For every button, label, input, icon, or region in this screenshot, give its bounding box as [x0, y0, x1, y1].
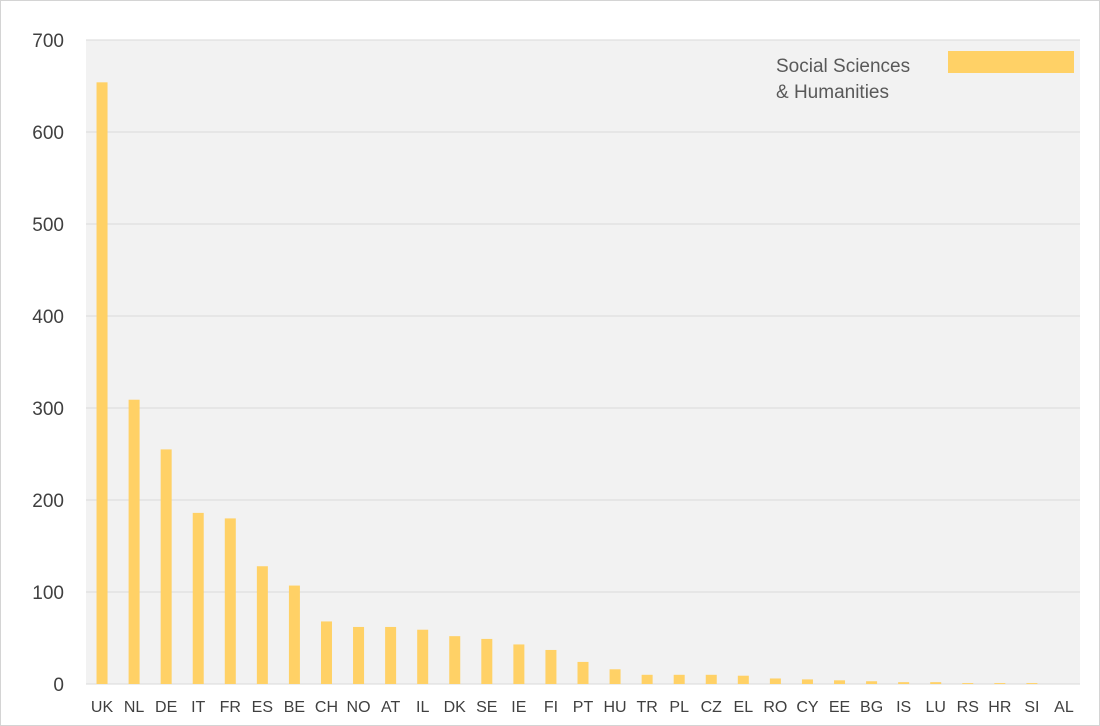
x-tick-label: HR: [988, 699, 1011, 716]
x-tick-label: EL: [734, 699, 754, 716]
x-tick-label: AT: [381, 699, 400, 716]
bar-fr: [224, 518, 236, 684]
y-tick-label: 300: [32, 399, 64, 420]
x-tick-label: CH: [315, 699, 338, 716]
bar-ee: [834, 680, 846, 684]
x-tick-label: EE: [829, 699, 850, 716]
x-tick-label: NO: [347, 699, 371, 716]
bar-hu: [609, 669, 621, 684]
bar-fi: [545, 649, 557, 684]
x-tick-label: CZ: [701, 699, 723, 716]
y-axis-ticks: 0 100 200 300 400 500 600 700: [32, 31, 64, 696]
bar-ie: [513, 644, 525, 684]
bar-cz: [705, 674, 717, 684]
bar-uk: [96, 82, 108, 684]
bar-es: [256, 566, 268, 684]
bar-ch: [320, 621, 332, 684]
plot-area: [86, 40, 1080, 684]
x-tick-label: HU: [604, 699, 627, 716]
x-tick-label: IS: [896, 699, 911, 716]
bar-hr: [994, 683, 1006, 684]
y-tick-label: 0: [53, 675, 64, 696]
y-tick-label: 400: [32, 307, 64, 328]
bar-pt: [577, 661, 589, 684]
bar-se: [481, 638, 493, 684]
gridlines: [86, 39, 1080, 685]
legend-label-line-2: & Humanities: [776, 82, 889, 103]
bar-si: [1026, 683, 1038, 684]
bar-nl: [128, 399, 140, 684]
x-tick-label: RS: [957, 699, 979, 716]
x-tick-label: RO: [763, 699, 787, 716]
bar-pl: [673, 674, 685, 684]
x-tick-label: SI: [1024, 699, 1039, 716]
bar-de: [160, 449, 172, 684]
bar-el: [737, 675, 749, 684]
y-tick-label: 700: [32, 31, 64, 52]
x-tick-label: LU: [925, 699, 945, 716]
bar-be: [288, 585, 300, 684]
legend: Social Sciences & Humanities: [776, 51, 1074, 103]
y-tick-label: 100: [32, 583, 64, 604]
bar-at: [385, 626, 397, 684]
x-tick-label: DE: [155, 699, 177, 716]
bar-cy: [801, 679, 813, 684]
bar-dk: [449, 636, 461, 684]
bar-rs: [962, 683, 974, 684]
x-tick-label: TR: [636, 699, 657, 716]
y-tick-label: 200: [32, 491, 64, 512]
x-axis-ticks: UK NL DE IT FR ES BE CH NO AT IL DK SE IE FI PT HU TR PL CZ…: [91, 699, 1074, 716]
x-tick-label: IE: [511, 699, 526, 716]
x-tick-label: CY: [796, 699, 819, 716]
x-tick-label: BG: [860, 699, 883, 716]
legend-label-line-1: Social Sciences: [776, 56, 910, 77]
legend-swatch: [948, 51, 1074, 73]
x-tick-label: PT: [573, 699, 594, 716]
bar-is: [898, 682, 910, 684]
x-tick-label: UK: [91, 699, 114, 716]
bar-ro: [769, 678, 781, 684]
x-tick-label: FR: [220, 699, 241, 716]
x-tick-label: PL: [669, 699, 689, 716]
x-tick-label: IT: [191, 699, 205, 716]
bar-bg: [866, 681, 878, 684]
bar-il: [417, 629, 429, 684]
x-tick-label: ES: [252, 699, 273, 716]
y-tick-label: 600: [32, 123, 64, 144]
x-tick-label: BE: [284, 699, 305, 716]
x-tick-label: NL: [124, 699, 145, 716]
bars: [96, 82, 1038, 684]
x-tick-label: SE: [476, 699, 497, 716]
bar-it: [192, 512, 204, 684]
bar-tr: [641, 674, 653, 684]
bar-no: [353, 626, 365, 684]
x-tick-label: AL: [1054, 699, 1074, 716]
y-tick-label: 500: [32, 215, 64, 236]
x-tick-label: IL: [416, 699, 429, 716]
x-tick-label: DK: [444, 699, 467, 716]
bar-lu: [930, 682, 942, 684]
x-tick-label: FI: [544, 699, 558, 716]
